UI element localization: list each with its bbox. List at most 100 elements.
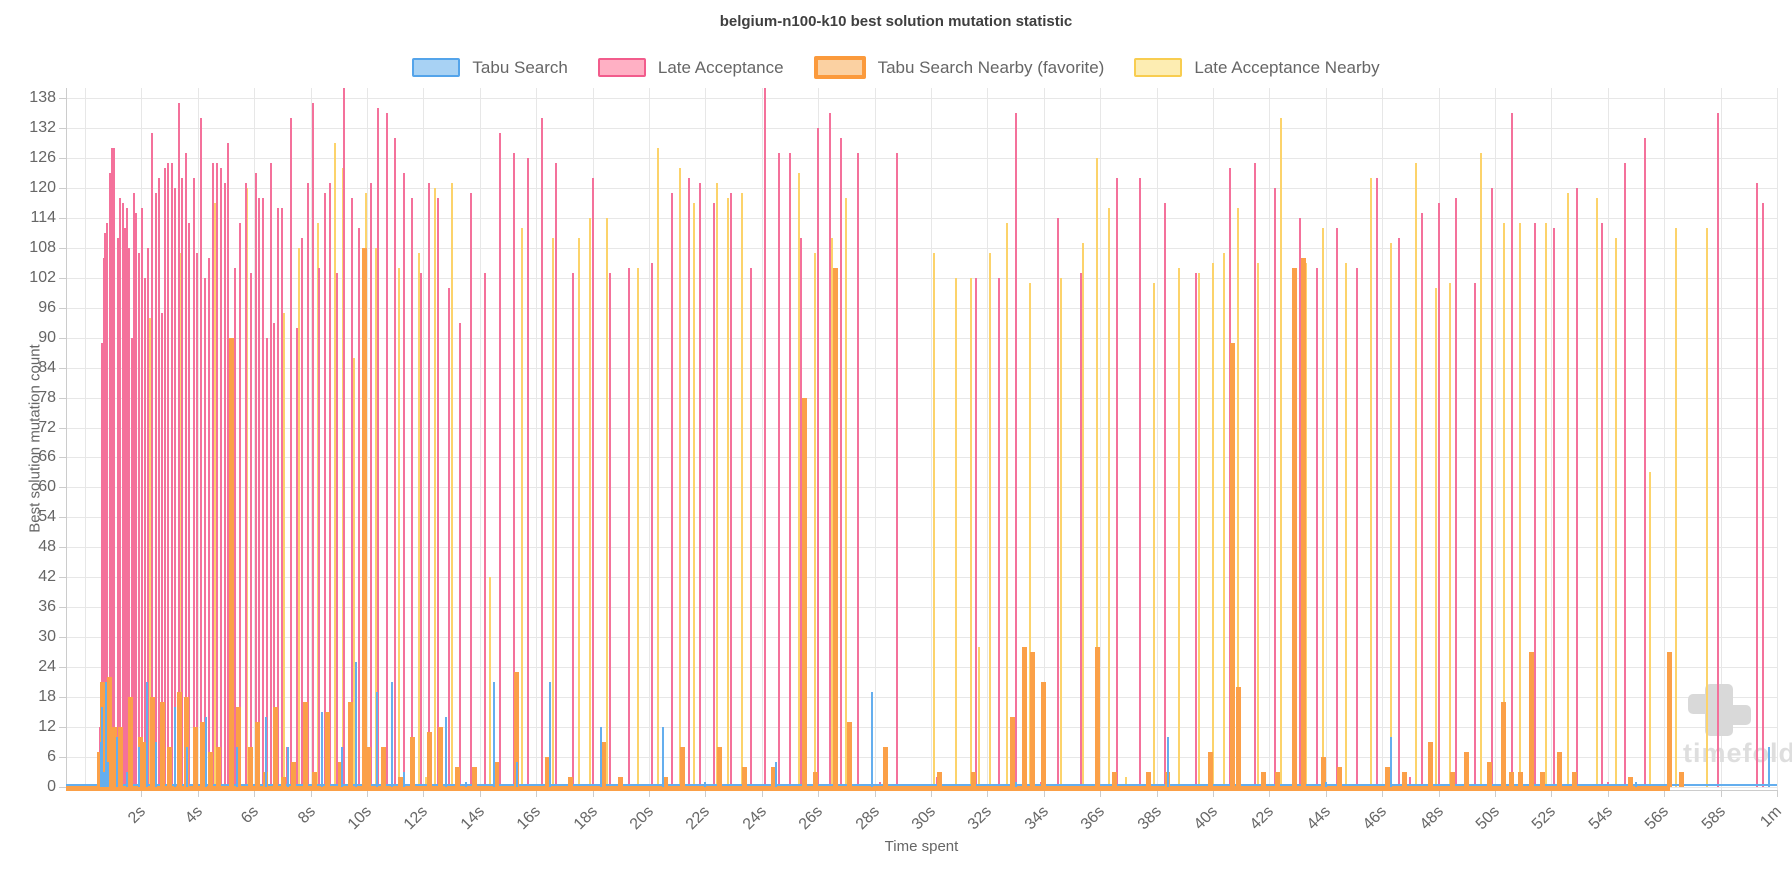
late-acceptance-bar — [1437, 202, 1440, 787]
late-acceptance-bar — [102, 257, 105, 787]
legend-item-late-acceptance[interactable]: Late Acceptance — [597, 58, 784, 78]
tabu-search-bar — [704, 782, 707, 787]
late-acceptance-bar — [1623, 162, 1626, 787]
late-acceptance-bar — [377, 108, 380, 787]
gridline — [1720, 88, 1722, 790]
late-acceptance-bar — [447, 287, 450, 787]
tabu-search-nearby-bar — [618, 777, 624, 787]
x-tick — [1777, 790, 1778, 797]
y-tick-label: 96 — [38, 298, 56, 316]
late-acceptance-nearby-bar — [1107, 207, 1110, 787]
late-acceptance-bar — [250, 272, 253, 787]
legend-item-tabu-search[interactable]: Tabu Search — [412, 58, 568, 78]
late-acceptance-nearby-bar — [1178, 267, 1181, 787]
late-acceptance-nearby-bar — [1028, 282, 1031, 787]
late-acceptance-bar — [121, 202, 124, 787]
tabu-search-nearby-bar — [1145, 772, 1151, 787]
late-acceptance-nearby-bar — [845, 197, 848, 787]
late-acceptance-swatch-icon — [597, 58, 646, 77]
late-acceptance-nearby-swatch-icon — [1134, 58, 1183, 77]
late-acceptance-nearby-bar — [1223, 252, 1226, 787]
tabu-search-nearby-bar — [381, 747, 387, 787]
x-tick — [141, 790, 143, 797]
tabu-search-nearby-bar — [1427, 742, 1433, 787]
late-acceptance-bar — [370, 182, 373, 787]
tabu-search-nearby-bar — [254, 722, 260, 787]
tabu-search-nearby-bar — [770, 767, 776, 787]
x-tick — [1664, 790, 1666, 797]
late-acceptance-bar — [896, 152, 899, 787]
y-tick-label: 48 — [38, 538, 56, 556]
late-acceptance-nearby-bar — [1674, 227, 1677, 787]
tabu-search-nearby-bar — [437, 727, 443, 787]
late-acceptance-bar — [1316, 267, 1319, 787]
tabu-search-nearby-bar — [1111, 772, 1117, 787]
late-acceptance-bar — [167, 162, 170, 787]
tabu-search-nearby-bar — [1261, 772, 1267, 787]
late-acceptance-bar — [526, 157, 529, 787]
late-acceptance-bar — [1491, 187, 1494, 787]
y-tick — [59, 517, 66, 519]
y-tick — [59, 277, 66, 279]
y-tick-label: 30 — [38, 628, 56, 646]
late-acceptance-bar — [828, 112, 831, 787]
late-acceptance-bar — [839, 137, 842, 787]
late-acceptance-nearby-bar — [1096, 157, 1099, 787]
late-acceptance-nearby-bar — [552, 237, 555, 787]
late-acceptance-bar — [119, 197, 122, 787]
late-acceptance-bar — [1601, 222, 1604, 787]
late-acceptance-bar — [402, 172, 405, 787]
y-tick-label: 66 — [38, 448, 56, 466]
late-acceptance-nearby-bar — [450, 182, 453, 787]
late-acceptance-bar — [272, 322, 275, 787]
tabu-search-bar — [402, 772, 405, 787]
y-tick — [59, 97, 66, 99]
tabu-search-nearby-bar — [312, 772, 318, 787]
late-acceptance-bar — [1336, 227, 1339, 787]
late-acceptance-nearby-bar — [316, 222, 319, 787]
x-tick — [1043, 790, 1045, 797]
legend-item-late-acceptance-nearby[interactable]: Late Acceptance Nearby — [1134, 58, 1380, 78]
tabu-search-nearby-bar — [1235, 687, 1241, 787]
late-acceptance-bar — [1355, 267, 1358, 787]
gridline — [66, 187, 1777, 189]
tabu-search-nearby-swatch-icon — [813, 56, 866, 79]
late-acceptance-bar — [329, 182, 332, 787]
y-tick — [59, 607, 66, 609]
tabu-search-nearby-bar — [302, 702, 308, 787]
late-acceptance-nearby-bar — [1152, 282, 1155, 787]
y-tick — [59, 127, 66, 129]
late-acceptance-bar — [1756, 182, 1759, 787]
late-acceptance-bar — [261, 197, 264, 787]
late-acceptance-bar — [233, 267, 236, 787]
tabu-search-nearby-bar — [937, 772, 942, 787]
late-acceptance-bar — [181, 177, 184, 787]
late-acceptance-bar — [227, 142, 230, 787]
late-acceptance-nearby-bar — [1305, 262, 1308, 787]
tabu-search-nearby-bar — [1300, 257, 1306, 787]
tabu-search-nearby-bar — [337, 762, 343, 787]
late-acceptance-bar — [258, 197, 261, 787]
late-acceptance-bar — [419, 272, 422, 787]
legend-item-tabu-search-nearby[interactable]: Tabu Search Nearby (favorite) — [813, 56, 1104, 79]
tabu-search-nearby-bar — [398, 777, 404, 787]
gridline — [66, 397, 1777, 399]
tabu-search-nearby-bar — [663, 777, 669, 787]
late-acceptance-nearby-bar — [656, 147, 659, 787]
tabu-search-nearby-bar — [291, 762, 297, 787]
late-acceptance-bar — [1164, 202, 1167, 787]
tabu-search-nearby-bar — [1402, 772, 1408, 787]
late-acceptance-bar — [1254, 162, 1257, 787]
tabu-search-nearby-bar — [680, 747, 686, 787]
late-acceptance-bar — [157, 177, 160, 787]
late-acceptance-bar — [203, 277, 206, 787]
y-tick — [59, 427, 66, 429]
tabu-search-nearby-bar — [216, 747, 222, 787]
late-acceptance-bar — [212, 162, 215, 787]
tabu-search-nearby-bar — [717, 747, 722, 787]
late-acceptance-bar — [188, 222, 191, 787]
tabu-search-nearby-bar — [347, 702, 353, 787]
late-acceptance-bar — [484, 272, 487, 787]
late-acceptance-nearby-bar — [488, 577, 491, 787]
